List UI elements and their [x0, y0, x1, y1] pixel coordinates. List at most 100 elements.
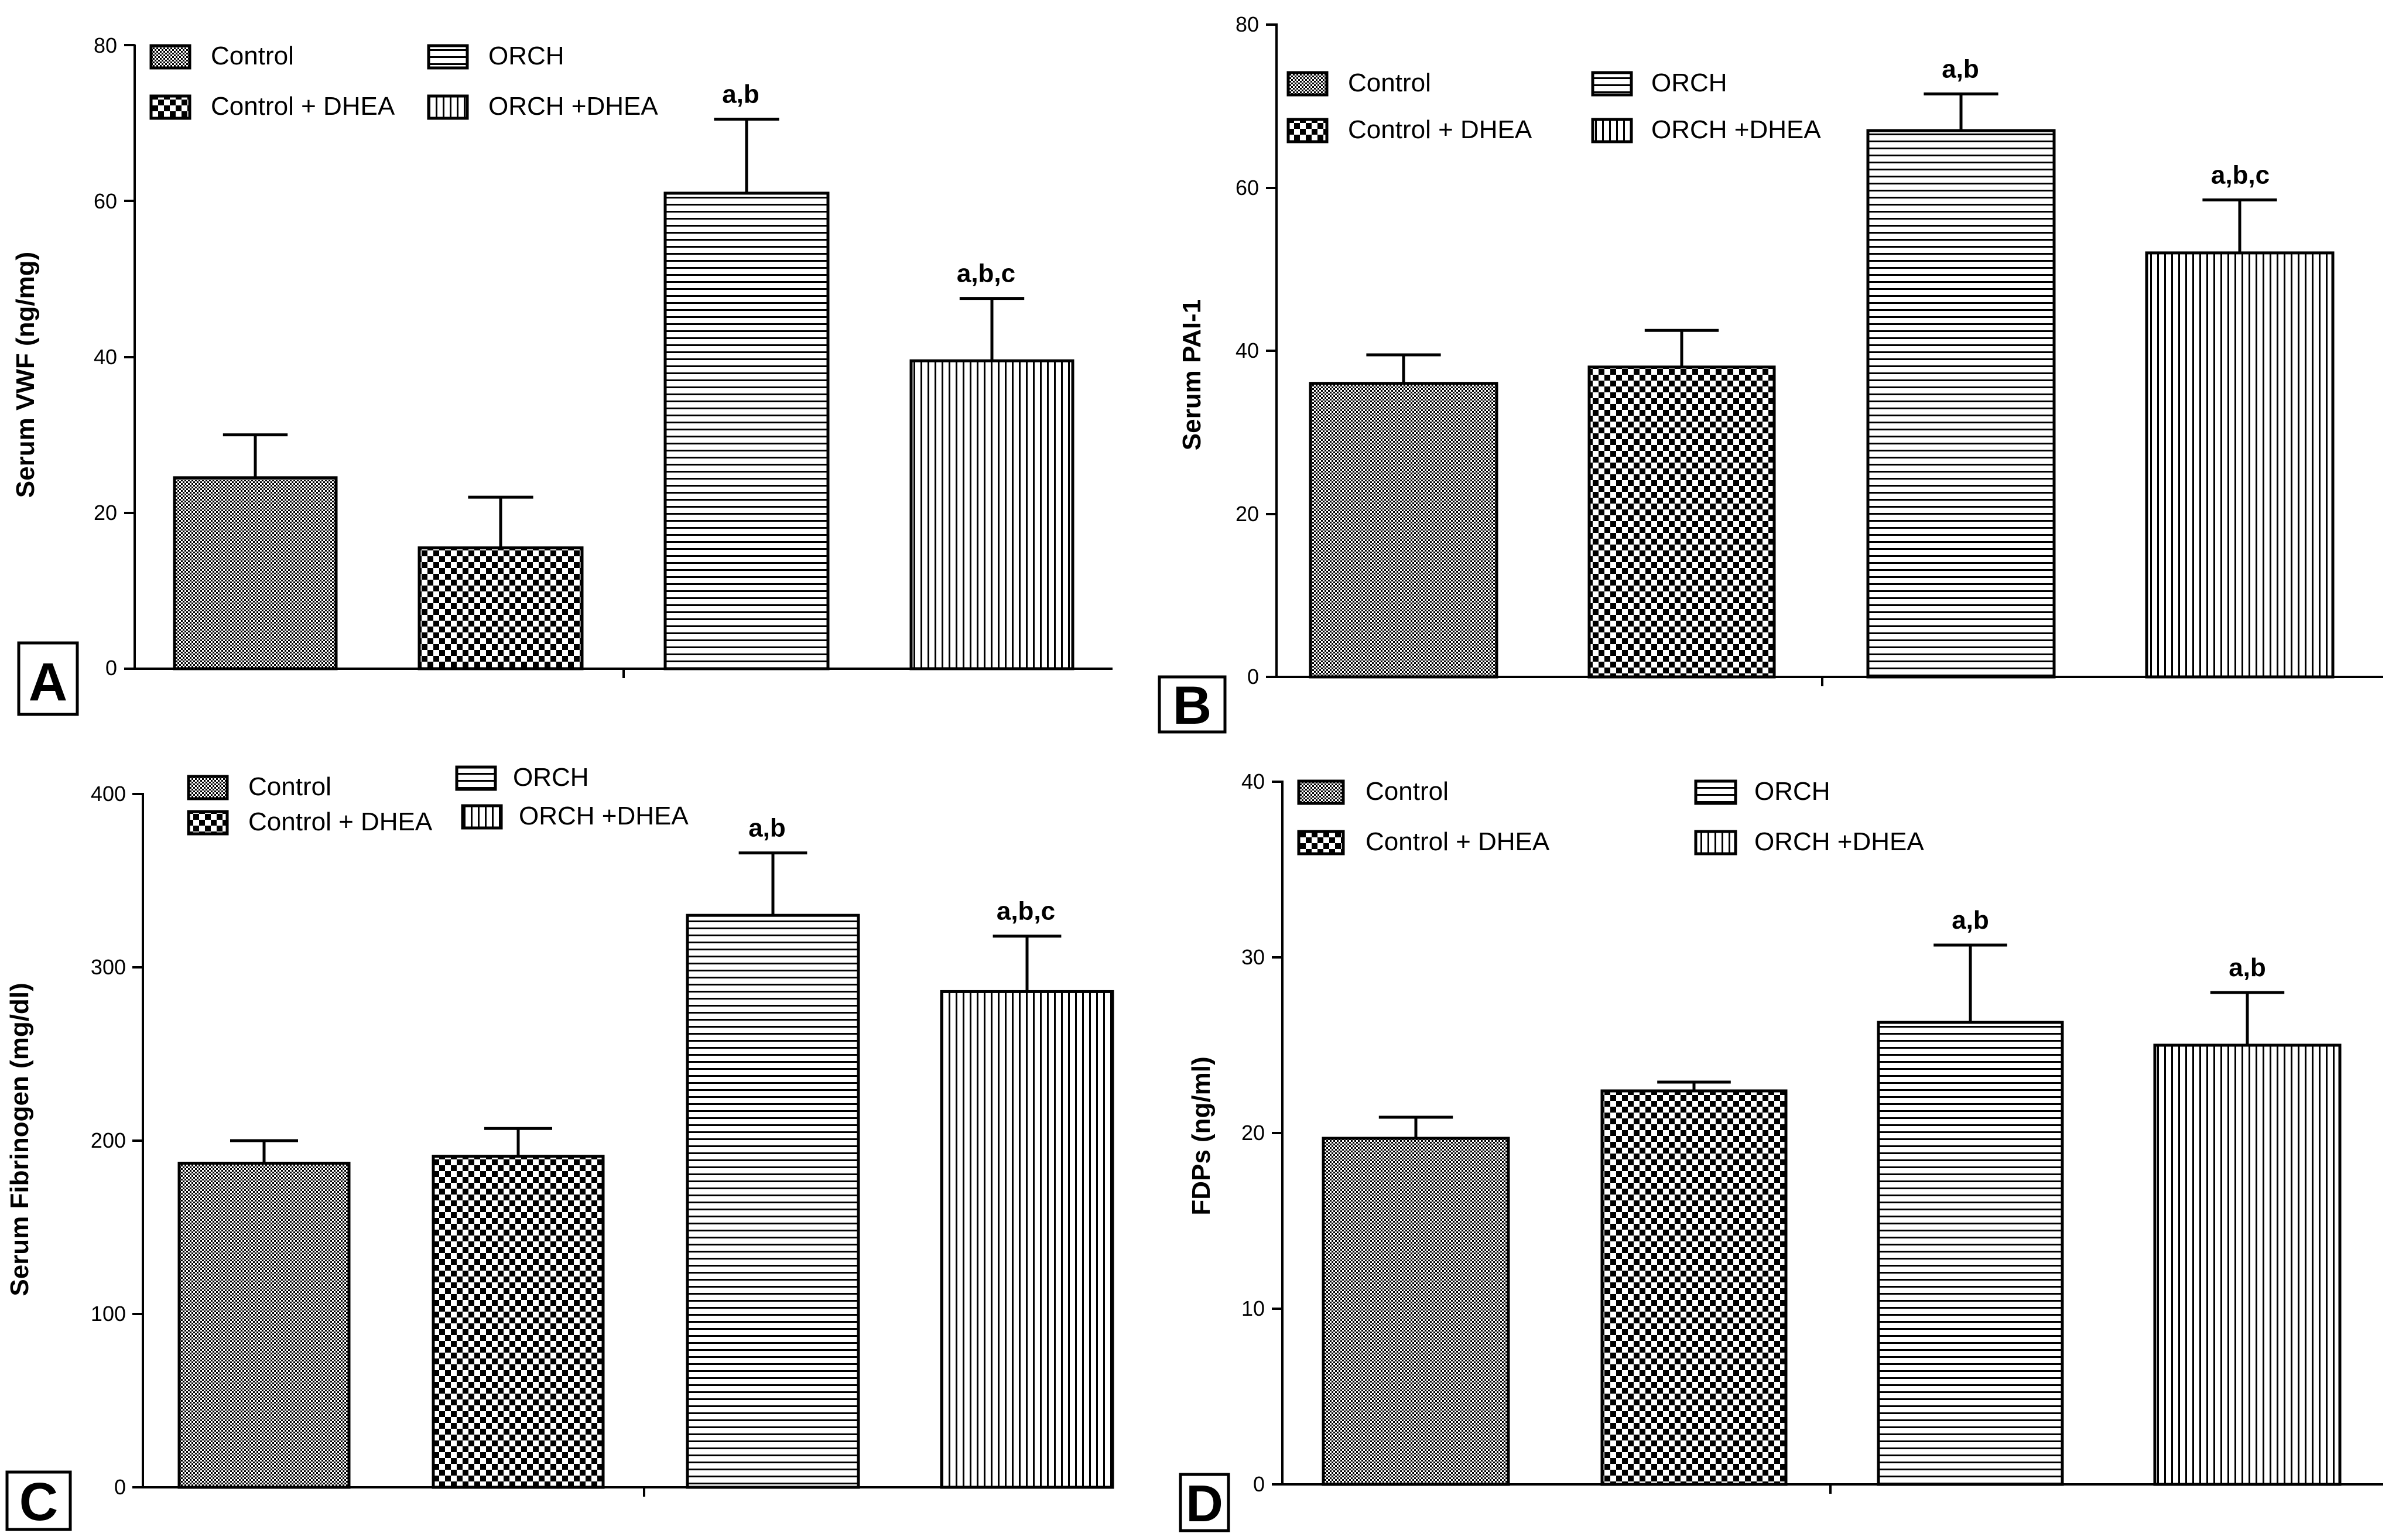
panel-c-error-bars: [230, 851, 1062, 1163]
panel-c-legend: Control ORCH Control + DHEA ORCH +DHEA: [187, 763, 689, 836]
panel-b-bars: [1309, 129, 2335, 679]
panel-a-errorbar-orch-dhea: [959, 297, 1025, 361]
panel-d-bar-control-dhea: [1600, 1089, 1788, 1486]
legend-swatch-control-dhea: [1286, 118, 1329, 143]
panel-a-bars: [173, 191, 1074, 670]
legend-swatch-orch-dhea: [1694, 830, 1737, 855]
panel-a-ytick: 40: [94, 345, 117, 369]
panel-c-ytick: 200: [91, 1128, 126, 1152]
legend-label-control: Control: [211, 42, 294, 70]
panel-b-ytick: 60: [1236, 176, 1259, 200]
legend-swatch-orch: [1591, 71, 1633, 97]
panel-a-annotation-orch-dhea: a,b,c: [957, 259, 1015, 288]
panel-a-bar-control-dhea: [417, 546, 584, 670]
legend-label-orch-dhea: ORCH +DHEA: [519, 802, 689, 830]
panel-c-annotation-orch-dhea: a,b,c: [997, 897, 1055, 926]
panel-c-bar-control-dhea: [432, 1155, 605, 1489]
panel-c-errorbar-orch: [738, 851, 807, 916]
panel-c-ytick: 0: [114, 1475, 126, 1499]
panel-b-errorbar-orch-dhea: [2202, 198, 2277, 253]
panel-b-errorbar-orch: [1924, 92, 1998, 131]
panel-d-bar-control: [1322, 1137, 1510, 1486]
legend-label-orch-dhea: ORCH +DHEA: [488, 92, 658, 121]
panel-b-ytick: 40: [1236, 338, 1259, 362]
legend-swatch-control: [187, 775, 229, 800]
panel-a-ytick: 0: [105, 656, 117, 680]
panel-a-legend: Control ORCH Control + DHEA ORCH +DHEA: [149, 42, 658, 121]
panel-d-ytick: 40: [1241, 769, 1265, 793]
panel-a-annotation-orch: a,b: [722, 80, 759, 108]
panel-d-ytick: 20: [1241, 1121, 1265, 1145]
legend-swatch-control: [1297, 779, 1345, 805]
panel-c: Serum Fibrinogen (mg/dl) 0 100 200 300 4…: [5, 763, 1114, 1532]
panel-b-ytick: 20: [1236, 502, 1259, 526]
panel-b-errorbar-control: [1366, 353, 1441, 384]
legend-swatch-orch-dhea: [1591, 118, 1633, 143]
panel-c-bars: [177, 913, 1114, 1489]
legend-swatch-control-dhea: [1297, 830, 1345, 855]
panel-c-letter: C: [19, 1472, 58, 1532]
legend-swatch-control-dhea: [149, 94, 191, 120]
panel-d-errorbar-control-dhea: [1657, 1080, 1731, 1091]
panel-d-legend: Control ORCH Control + DHEA ORCH +DHEA: [1297, 777, 1924, 856]
panel-b-letter: B: [1173, 676, 1212, 735]
panel-b-ylabel: Serum PAI-1: [1178, 299, 1206, 450]
legend-swatch-control: [1286, 71, 1329, 97]
legend-label-control-dhea: Control + DHEA: [211, 92, 395, 121]
panel-d-ytick: 30: [1241, 945, 1265, 969]
panel-a-error-bars: [223, 117, 1025, 548]
panel-c-letter-box: C: [5, 1470, 72, 1532]
panel-d-ytick: 10: [1241, 1296, 1265, 1320]
panel-d-bar-orch-dhea: [2153, 1043, 2342, 1486]
panel-d-errorbar-orch-dhea: [2210, 991, 2285, 1045]
panel-d-bars: [1322, 1021, 2342, 1486]
panel-d-yticks: 0 10 20 30 40: [1241, 769, 1265, 1496]
panel-a-yticks: 0 20 40 60 80: [94, 33, 117, 680]
panel-d-annotation-orch: a,b: [1952, 906, 1989, 935]
panel-b: Serum PAI-1 0 20 40 60 80: [1158, 12, 2383, 735]
legend-label-control: Control: [1348, 69, 1431, 97]
panel-b-error-bars: [1366, 92, 2277, 384]
panel-c-ytick: 300: [91, 955, 126, 979]
panel-d-letter: D: [1186, 1474, 1223, 1532]
panel-b-bar-orch: [1866, 129, 2056, 679]
panel-c-bar-control: [177, 1161, 351, 1489]
legend-swatch-control-dhea: [187, 810, 229, 836]
panel-a-ytick: 60: [94, 189, 117, 213]
panel-c-ytick: 400: [91, 782, 126, 806]
panel-b-letter-box: B: [1158, 675, 1227, 735]
legend-label-orch: ORCH: [1754, 777, 1830, 806]
legend-swatch-control: [149, 44, 191, 70]
panel-c-annotations: a,b a,b,c: [748, 814, 1055, 926]
panel-b-ytick: 0: [1247, 665, 1259, 689]
panel-c-yticks: 0 100 200 300 400: [91, 782, 126, 1499]
legend-label-control-dhea: Control + DHEA: [248, 807, 433, 836]
legend-label-control-dhea: Control + DHEA: [1366, 827, 1550, 856]
legend-label-orch: ORCH: [513, 763, 589, 792]
panel-d-ytick: 0: [1253, 1472, 1265, 1496]
legend-swatch-orch-dhea: [461, 804, 503, 830]
legend-swatch-orch-dhea: [427, 94, 469, 120]
panel-b-legend: Control ORCH Control + DHEA ORCH +DHEA: [1286, 69, 1821, 144]
panel-a: Serum VWF (ng/mg) 0 20 40 60 80: [11, 33, 1113, 716]
panel-a-ytick: 20: [94, 501, 117, 525]
panel-a-ytick: 80: [94, 33, 117, 57]
legend-label-control-dhea: Control + DHEA: [1348, 115, 1532, 144]
panel-b-errorbar-control-dhea: [1644, 328, 1719, 367]
panel-d-error-bars: [1378, 943, 2285, 1138]
panel-c-errorbar-control: [230, 1139, 298, 1163]
panel-a-errorbar-control-dhea: [468, 495, 533, 548]
panel-d: FDPs (ng/ml) 0 10 20 30 40: [1179, 769, 2383, 1532]
panel-c-ytick: 100: [91, 1302, 126, 1326]
panel-d-errorbar-orch: [1933, 943, 2007, 1022]
panel-c-annotation-orch: a,b: [748, 814, 786, 843]
panel-a-letter: A: [29, 652, 67, 712]
panel-d-ylabel: FDPs (ng/ml): [1187, 1056, 1216, 1215]
panel-b-bar-control-dhea: [1587, 365, 1776, 679]
panel-a-annotations: a,b a,b,c: [722, 80, 1015, 288]
panel-c-ylabel: Serum Fibrinogen (mg/dl): [5, 983, 34, 1296]
panel-b-bar-orch-dhea: [2145, 251, 2335, 679]
legend-label-control: Control: [1366, 777, 1449, 806]
panel-b-yticks: 0 20 40 60 80: [1236, 12, 1259, 689]
